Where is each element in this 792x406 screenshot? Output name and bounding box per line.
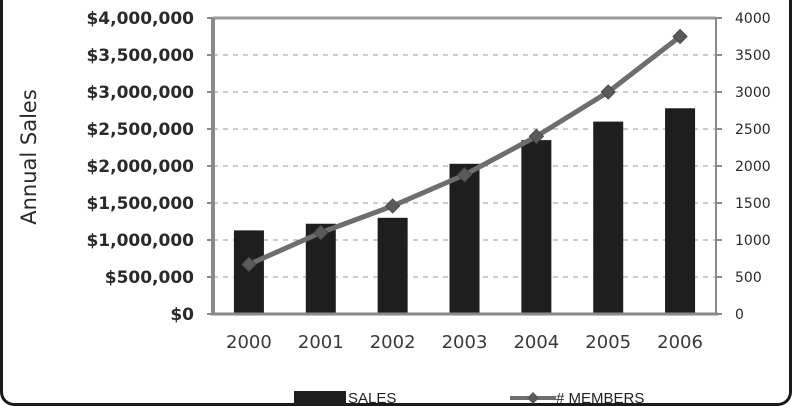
left-tick-label: $4,000,000 — [86, 9, 194, 29]
x-tick-label: 2004 — [513, 332, 559, 353]
right-tick-label: 3000 — [735, 85, 771, 101]
sales-bars — [233, 108, 696, 314]
line-point — [384, 198, 401, 214]
right-tick-label: 1000 — [735, 233, 771, 249]
right-tick-label: 1500 — [735, 196, 771, 212]
left-tick-label: $1,000,000 — [86, 231, 194, 251]
line-point — [241, 256, 257, 273]
left-tick-label: $3,000,000 — [86, 83, 194, 103]
bar — [521, 140, 552, 314]
right-tick-label: 2000 — [735, 159, 771, 175]
legend-sales-swatch — [294, 391, 346, 405]
bar — [233, 230, 264, 314]
line-point — [528, 128, 545, 145]
line-point — [313, 224, 329, 241]
x-tick-label: 2002 — [370, 332, 416, 353]
bar — [449, 163, 480, 314]
y-axis-label: Annual Sales — [17, 89, 41, 225]
left-tick-label: $3,500,000 — [86, 46, 194, 66]
left-tick-labels: $0 $500,000 $1,000,000 $1,500,000 $2,000,000… — [86, 9, 213, 325]
x-tick-label: 2001 — [298, 332, 344, 353]
bar — [665, 108, 696, 314]
line-point — [600, 84, 616, 100]
members-line — [241, 28, 688, 273]
legend: SALES # MEMBERS — [294, 390, 644, 406]
line-point — [456, 167, 473, 183]
x-tick-labels: 2000 2001 2002 2003 2004 2005 2006 — [226, 332, 703, 353]
right-tick-label: 4000 — [735, 11, 771, 27]
bar — [593, 121, 624, 314]
x-tick-label: 2005 — [585, 332, 631, 353]
right-tick-label: 2500 — [735, 122, 771, 138]
right-tick-label: 0 — [735, 307, 744, 323]
left-tick-label: $500,000 — [105, 268, 194, 288]
left-tick-label: $2,500,000 — [86, 120, 194, 140]
x-tick-label: 2003 — [442, 332, 488, 353]
right-tick-label: 500 — [735, 270, 762, 286]
line-point — [672, 28, 688, 45]
left-tick-label: $2,000,000 — [86, 157, 194, 177]
right-tick-labels: 0 500 1000 1500 2000 2500 3000 3500 4000 — [716, 11, 771, 323]
x-tick-label: 2006 — [657, 332, 703, 353]
bar — [377, 217, 408, 314]
legend-members-label: # MEMBERS — [556, 390, 644, 406]
legend-sales-label: SALES — [348, 390, 396, 406]
x-tick-label: 2000 — [226, 332, 272, 353]
left-tick-label: $0 — [170, 305, 194, 325]
left-tick-label: $1,500,000 — [86, 194, 194, 214]
right-tick-label: 3500 — [735, 48, 771, 64]
legend-members-marker — [527, 392, 539, 404]
